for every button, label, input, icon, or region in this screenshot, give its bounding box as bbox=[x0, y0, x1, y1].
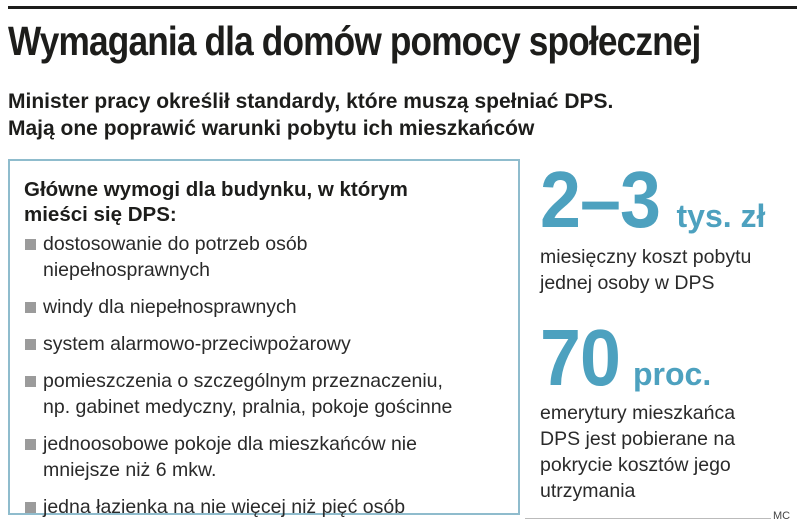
bottom-rule bbox=[525, 518, 771, 519]
stat-unit: tys. zł bbox=[676, 198, 766, 234]
list-item-line: np. gabinet medyczny, pralnia, pokoje go… bbox=[43, 396, 453, 418]
square-bullet-icon bbox=[25, 339, 36, 350]
stat-cost: 2–3 tys. zł miesięczny koszt pobytu jedne… bbox=[540, 160, 765, 296]
list-item-line: jednoosobowe pokoje dla mieszkańców nie bbox=[43, 433, 417, 455]
stat-unit: proc. bbox=[632, 356, 712, 392]
stat-pension-share: 70 proc. emerytury mieszkańca DPS jest po… bbox=[540, 318, 735, 504]
square-bullet-icon bbox=[25, 376, 36, 387]
stat-description-line: emerytury mieszkańca bbox=[540, 402, 736, 424]
top-rule bbox=[8, 6, 797, 9]
subtitle-line-1: Minister pracy określił standardy, które… bbox=[8, 90, 614, 113]
stat-description: miesięczny koszt pobytu jednej osoby w D… bbox=[540, 244, 765, 296]
square-bullet-icon bbox=[25, 502, 36, 513]
stat-value: 2–3 bbox=[540, 155, 661, 244]
stat-description-line: pokrycie kosztów jego bbox=[540, 454, 731, 476]
list-item: jednoosobowe pokoje dla mieszkańców nie … bbox=[24, 431, 516, 483]
square-bullet-icon bbox=[25, 239, 36, 250]
requirements-heading-line-2: mieści się DPS: bbox=[24, 203, 177, 226]
list-item-line: niepełnosprawnych bbox=[43, 259, 210, 281]
requirements-list: dostosowanie do potrzeb osób niepełnospr… bbox=[24, 231, 516, 531]
square-bullet-icon bbox=[25, 302, 36, 313]
stat-description-line: miesięczny koszt pobytu bbox=[540, 246, 752, 268]
stat-description-line: jednej osoby w DPS bbox=[540, 272, 715, 294]
list-item: jedna łazienka na nie więcej niż pięć os… bbox=[24, 494, 516, 520]
list-item-line: system alarmowo-przeciwpożarowy bbox=[43, 333, 351, 355]
list-item-line: dostosowanie do potrzeb osób bbox=[43, 233, 308, 255]
list-item-line: windy dla niepełnosprawnych bbox=[43, 296, 297, 318]
requirements-heading: Główne wymogi dla budynku, w którym mieś… bbox=[24, 177, 408, 227]
square-bullet-icon bbox=[25, 439, 36, 450]
list-item: windy dla niepełnosprawnych bbox=[24, 294, 516, 320]
list-item: dostosowanie do potrzeb osób niepełnospr… bbox=[24, 231, 516, 283]
page-title: Wymagania dla domów pomocy społecznej bbox=[8, 18, 701, 64]
stat-description-line: utrzymania bbox=[540, 480, 636, 502]
list-item-line: pomieszczenia o szczególnym przeznaczeni… bbox=[43, 370, 443, 392]
subtitle-line-2: Mają one poprawić warunki pobytu ich mie… bbox=[8, 117, 535, 140]
author-credit: MC bbox=[773, 510, 791, 522]
stat-description: emerytury mieszkańca DPS jest pobierane … bbox=[540, 400, 735, 504]
list-item-line: mniejsze niż 6 mkw. bbox=[43, 459, 217, 481]
list-item: system alarmowo-przeciwpożarowy bbox=[24, 331, 516, 357]
requirements-heading-line-1: Główne wymogi dla budynku, w którym bbox=[24, 178, 408, 201]
list-item: pomieszczenia o szczególnym przeznaczeni… bbox=[24, 368, 516, 420]
stat-value: 70 bbox=[540, 313, 621, 402]
list-item-line: jedna łazienka na nie więcej niż pięć os… bbox=[43, 496, 406, 518]
stat-description-line: DPS jest pobierane na bbox=[540, 428, 736, 450]
requirements-box: Główne wymogi dla budynku, w którym mieś… bbox=[8, 159, 520, 518]
subtitle: Minister pracy określił standardy, które… bbox=[8, 88, 613, 142]
